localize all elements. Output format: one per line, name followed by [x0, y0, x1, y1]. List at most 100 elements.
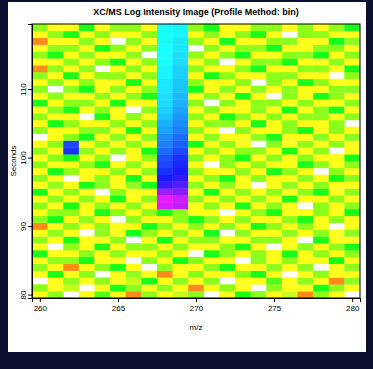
- heat-cell: [329, 236, 345, 243]
- heat-cell: [173, 93, 189, 100]
- heat-cell: [188, 202, 204, 209]
- cells: [32, 24, 360, 298]
- heat-cell: [188, 216, 204, 223]
- heat-cell: [344, 168, 360, 175]
- heat-cell: [141, 236, 157, 243]
- heat-cell: [329, 291, 345, 298]
- heat-cell: [219, 264, 235, 271]
- heat-cell: [298, 134, 314, 141]
- heat-cell: [126, 154, 142, 161]
- heat-cell: [266, 51, 282, 58]
- heat-cell: [32, 99, 48, 106]
- heat-cell: [48, 284, 64, 291]
- heat-cell: [344, 284, 360, 291]
- heat-cell: [32, 209, 48, 216]
- heat-cell: [188, 113, 204, 120]
- heat-cell: [110, 134, 126, 141]
- heat-cell: [204, 154, 220, 161]
- heat-cell: [94, 236, 110, 243]
- heat-cell: [79, 86, 95, 93]
- heat-cell: [313, 291, 329, 298]
- heat-cell: [141, 24, 157, 31]
- heat-cell: [282, 202, 298, 209]
- heat-cell: [48, 134, 64, 141]
- heat-cell: [157, 106, 173, 113]
- heat-cell: [48, 51, 64, 58]
- heat-cell: [94, 106, 110, 113]
- heat-cell: [313, 161, 329, 168]
- y-tick-mark: [28, 158, 32, 159]
- heat-cell: [63, 264, 79, 271]
- heat-cell: [251, 264, 267, 271]
- heat-cell: [32, 195, 48, 202]
- heat-cell: [79, 140, 95, 147]
- heat-cell: [298, 38, 314, 45]
- heat-cell: [204, 195, 220, 202]
- heat-cell: [219, 93, 235, 100]
- heat-cell: [188, 175, 204, 182]
- heat-cell: [313, 147, 329, 154]
- heat-cell: [63, 202, 79, 209]
- heat-cell: [344, 264, 360, 271]
- y-tick-mark: [28, 89, 32, 90]
- heat-cell: [344, 79, 360, 86]
- heat-cell: [32, 284, 48, 291]
- heat-cell: [235, 230, 251, 237]
- heat-cell: [63, 24, 79, 31]
- heat-cell: [157, 154, 173, 161]
- heat-cell: [204, 79, 220, 86]
- heat-cell: [344, 106, 360, 113]
- heat-cell: [126, 86, 142, 93]
- heat-cell: [219, 134, 235, 141]
- heat-cell: [204, 140, 220, 147]
- heat-cell: [282, 243, 298, 250]
- heat-cell: [251, 257, 267, 264]
- heat-cell: [94, 223, 110, 230]
- heat-cell: [298, 140, 314, 147]
- heat-cell: [344, 31, 360, 38]
- heat-cell: [235, 175, 251, 182]
- heat-cell: [219, 65, 235, 72]
- heat-cell: [173, 277, 189, 284]
- heat-cell: [32, 291, 48, 298]
- heat-cell: [110, 188, 126, 195]
- heat-cell: [251, 168, 267, 175]
- heat-cell: [204, 134, 220, 141]
- heat-cell: [157, 223, 173, 230]
- heat-cell: [94, 264, 110, 271]
- heat-cell: [63, 161, 79, 168]
- heat-cell: [329, 161, 345, 168]
- heat-cell: [157, 175, 173, 182]
- heat-cell: [204, 72, 220, 79]
- heat-cell: [141, 271, 157, 278]
- heat-cell: [157, 134, 173, 141]
- heat-cell: [282, 264, 298, 271]
- heat-cell: [173, 134, 189, 141]
- heat-cell: [251, 243, 267, 250]
- heat-cell: [141, 127, 157, 134]
- heat-cell: [329, 86, 345, 93]
- y-tick: 80: [19, 290, 32, 299]
- heat-cell: [298, 127, 314, 134]
- heat-cell: [235, 209, 251, 216]
- heat-cell: [157, 24, 173, 31]
- heat-cell: [157, 243, 173, 250]
- heat-cell: [110, 99, 126, 106]
- heat-cell: [32, 223, 48, 230]
- heat-cell: [313, 223, 329, 230]
- heat-cell: [126, 127, 142, 134]
- heat-cell: [63, 182, 79, 189]
- heat-cell: [298, 31, 314, 38]
- heat-cell: [157, 236, 173, 243]
- heat-cell: [251, 236, 267, 243]
- heat-cell: [204, 45, 220, 52]
- heat-cell: [235, 188, 251, 195]
- x-tick: 280: [346, 298, 360, 313]
- heat-cell: [298, 271, 314, 278]
- heat-cell: [173, 243, 189, 250]
- heat-cell: [235, 202, 251, 209]
- heat-cell: [204, 284, 220, 291]
- heat-cell: [329, 65, 345, 72]
- heat-cell: [157, 113, 173, 120]
- heat-cell: [298, 284, 314, 291]
